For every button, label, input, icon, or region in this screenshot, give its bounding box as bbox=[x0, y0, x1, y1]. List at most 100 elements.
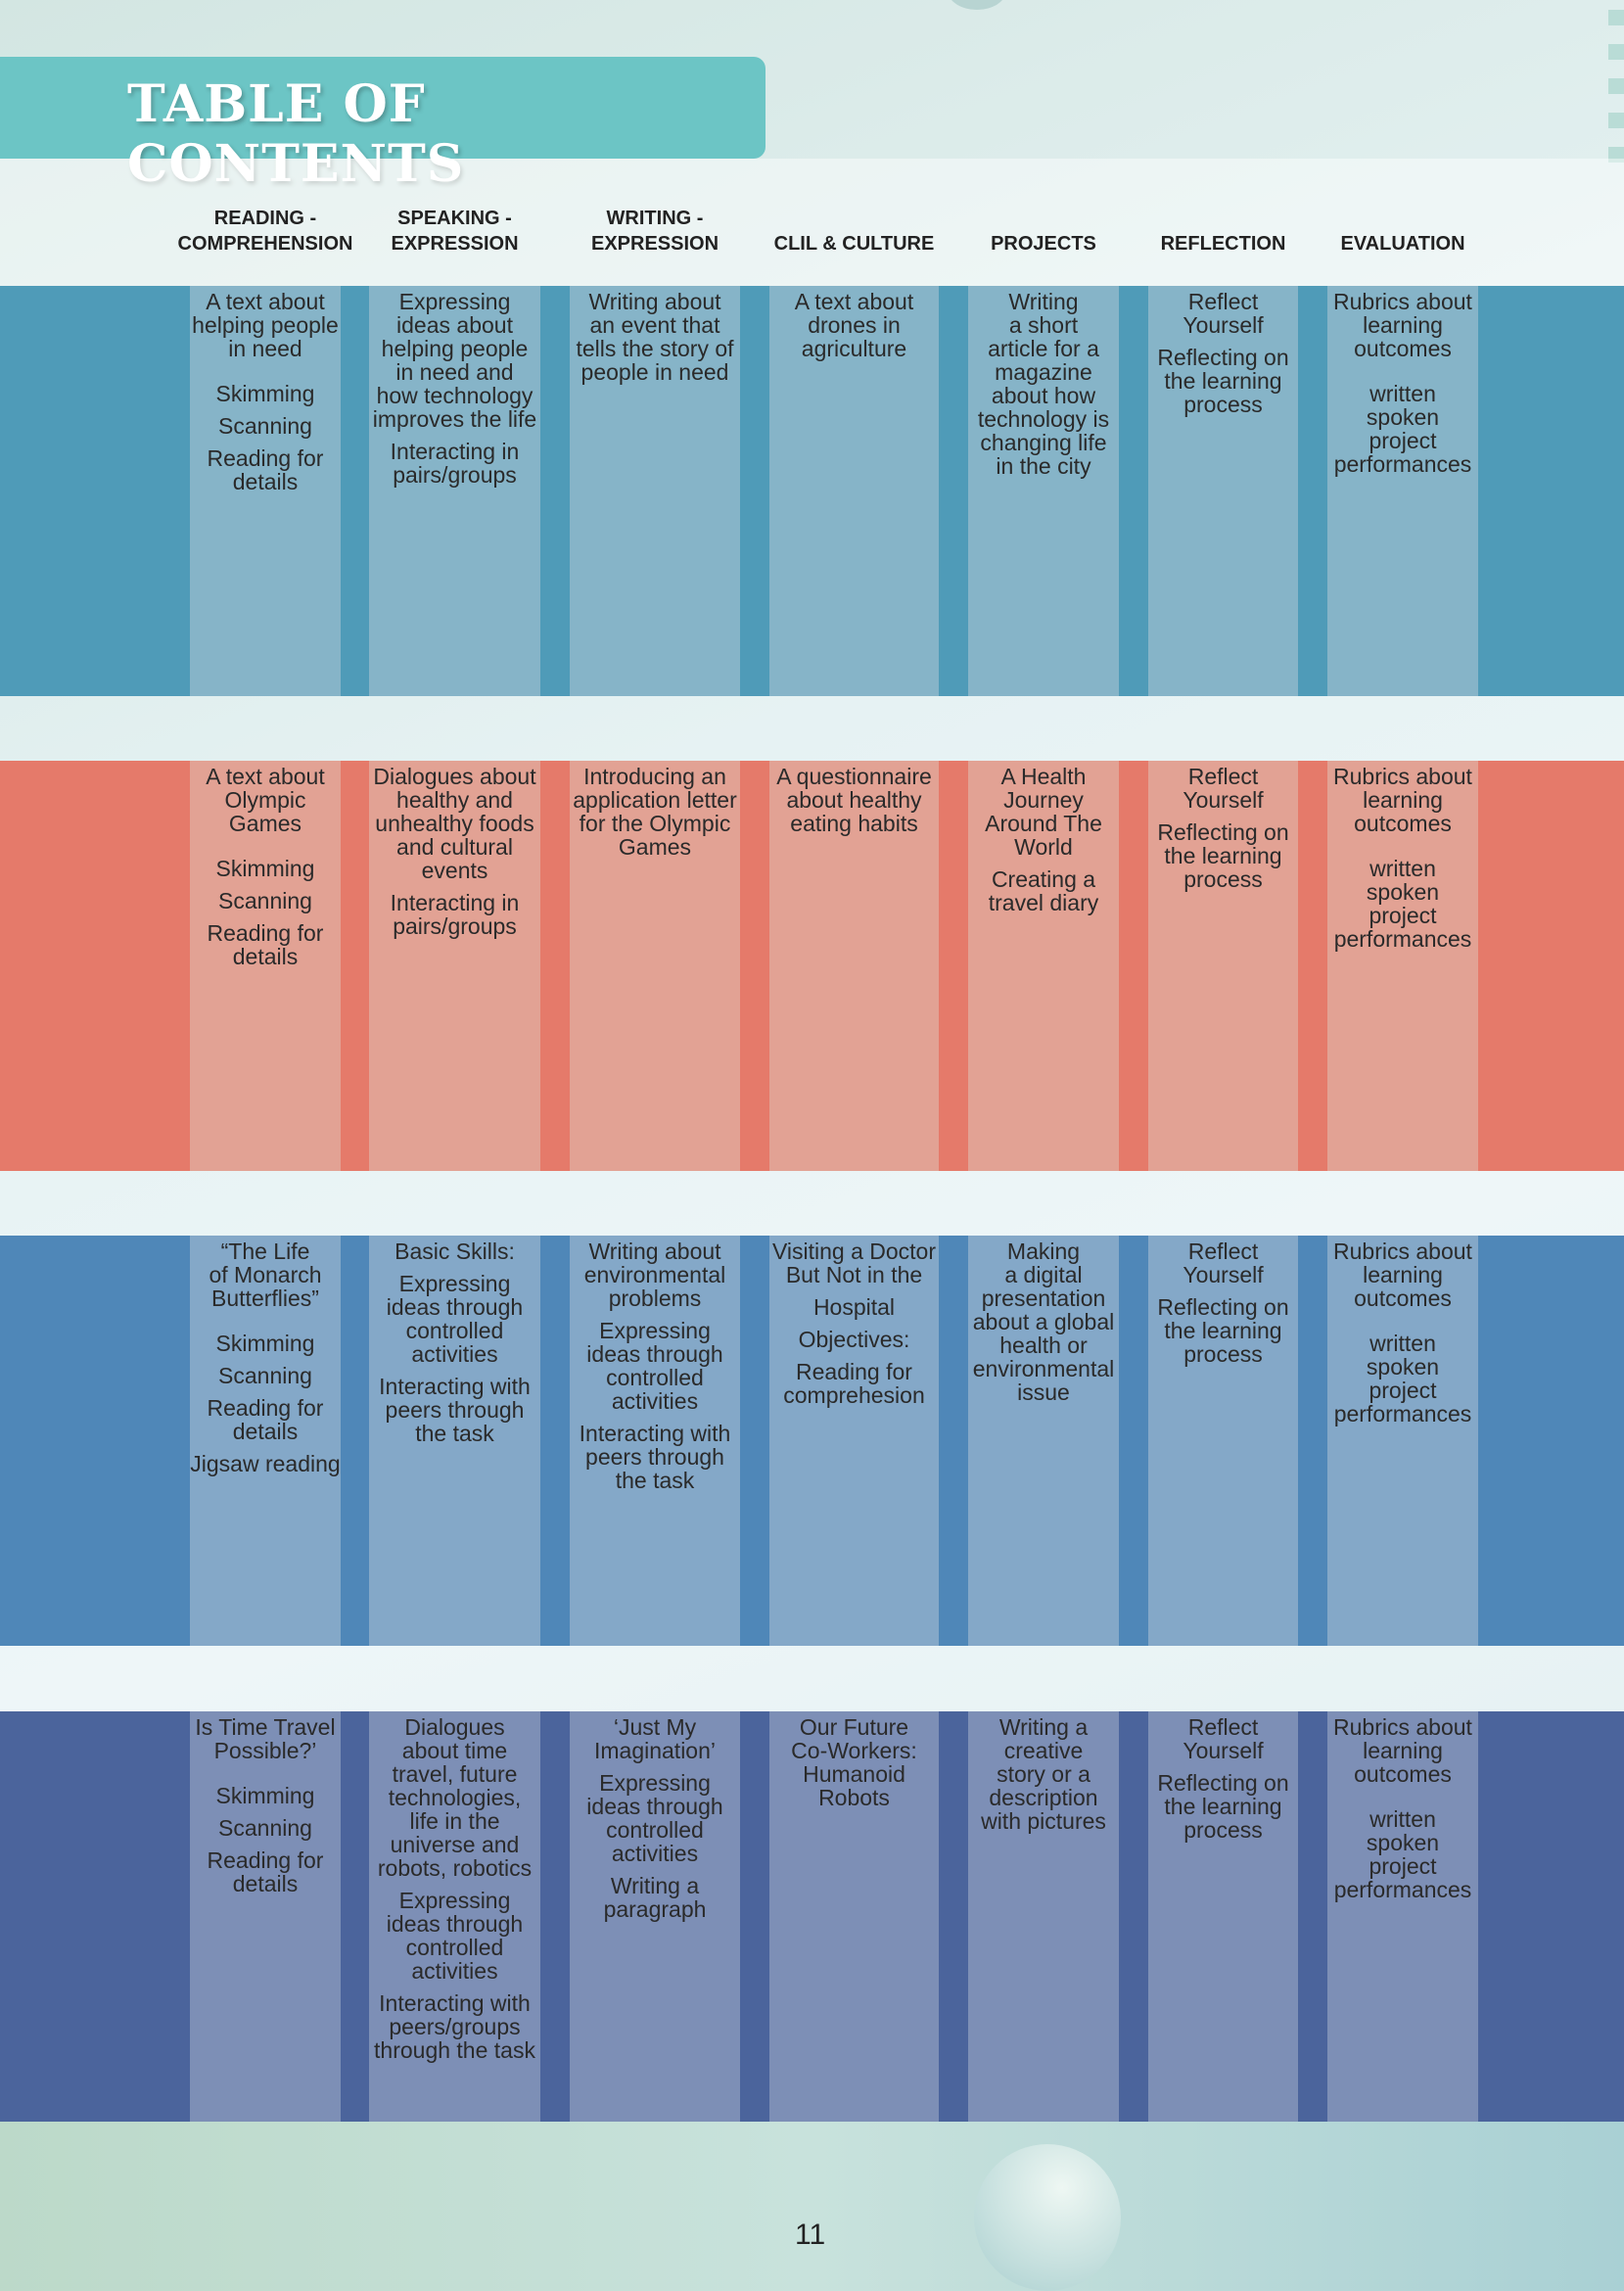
cell-reflection: Reflect Yourself Reflecting on the learni… bbox=[1148, 1711, 1298, 2122]
cell-text: A text about Olympic Games bbox=[206, 764, 325, 836]
cell-clil: Our Future Co-Workers: Humanoid Robots bbox=[769, 1711, 939, 2122]
cell-projects: Making a digital presentation about a gl… bbox=[968, 1236, 1119, 1646]
cell-reflection: Reflect Yourself Reflecting on the learni… bbox=[1148, 1236, 1298, 1646]
column-header-projects: PROJECTS bbox=[991, 233, 1096, 255]
title-banner: TABLE OF CONTENTS bbox=[0, 57, 766, 194]
cell-text: Reflecting on the learning process bbox=[1157, 345, 1289, 417]
column-header-speaking: SPEAKING - EXPRESSION bbox=[391, 208, 519, 255]
cell-text: Hospital bbox=[812, 1294, 896, 1320]
cell-speaking: Expressing ideas about helping people in… bbox=[369, 286, 540, 696]
cell-text: Reflect Yourself bbox=[1183, 1239, 1264, 1287]
cell-text: “The Life of Monarch Butterflies” bbox=[209, 1239, 322, 1311]
cell-text: Reflecting on the learning process bbox=[1157, 1770, 1289, 1843]
unit-row-4: Is Time Travel Possible?’ Skimming Scannin… bbox=[0, 1711, 1624, 2122]
cell-text: Scanning bbox=[218, 413, 312, 439]
cell-text: Reading for details bbox=[207, 920, 324, 969]
cell-text: Rubrics about learning outcomes bbox=[1333, 764, 1472, 836]
cell-text: Scanning bbox=[218, 888, 312, 913]
cell-reading: Is Time Travel Possible?’ Skimming Scannin… bbox=[190, 1711, 341, 2122]
cell-text: written spoken project performances bbox=[1333, 381, 1472, 477]
cell-text: Writing about an event that tells the st… bbox=[576, 289, 734, 385]
cell-text: Rubrics about learning outcomes bbox=[1333, 1239, 1472, 1311]
cell-speaking: Basic Skills: Expressing ideas through co… bbox=[369, 1236, 540, 1646]
unit-row-1: A text about helping people in need Skimm… bbox=[0, 286, 1624, 696]
cell-text: Dialogues about healthy and unhealthy fo… bbox=[373, 764, 536, 883]
cell-text: Objectives: bbox=[798, 1327, 910, 1352]
footer-background bbox=[0, 2121, 1624, 2291]
cell-text: Reading for details bbox=[207, 1395, 324, 1444]
decor-square bbox=[1608, 10, 1624, 25]
cell-text: Scanning bbox=[218, 1363, 312, 1388]
cell-projects: Writing a short article for a magazine a… bbox=[968, 286, 1119, 696]
cell-clil: A questionnaire about healthy eating hab… bbox=[769, 761, 939, 1171]
cell-writing: Introducing an application letter for th… bbox=[570, 761, 740, 1171]
cell-evaluation: Rubrics about learning outcomes written s… bbox=[1327, 761, 1478, 1171]
cell-text: Expressing ideas through controlled acti… bbox=[386, 1271, 524, 1367]
cell-text: Reflect Yourself bbox=[1183, 289, 1264, 338]
cell-text: Skimming bbox=[215, 381, 315, 406]
cell-text: Interacting with peers through the task bbox=[579, 1421, 731, 1493]
decor-square bbox=[1608, 44, 1624, 60]
cell-text: Expressing ideas through controlled acti… bbox=[386, 1888, 524, 1984]
cell-text: Interacting with peers through the task bbox=[379, 1374, 531, 1446]
cell-reading: A text about helping people in need Skimm… bbox=[190, 286, 341, 696]
cell-text: Rubrics about learning outcomes bbox=[1333, 1714, 1472, 1787]
decor-square bbox=[1608, 113, 1624, 128]
unit-row-2: A text about Olympic Games Skimming Scanni… bbox=[0, 761, 1624, 1171]
cell-projects: Writing a creative story or a descriptio… bbox=[968, 1711, 1119, 2122]
cell-text: Skimming bbox=[215, 1783, 315, 1808]
header-strip bbox=[0, 159, 1624, 286]
cell-text: Scanning bbox=[218, 1815, 312, 1841]
cell-text: written spoken project performances bbox=[1333, 1331, 1472, 1426]
cell-text: Expressing ideas through controlled acti… bbox=[586, 1770, 723, 1866]
cell-text: Writing a paragraph bbox=[603, 1873, 707, 1922]
cell-text: Reading for details bbox=[207, 1847, 324, 1896]
cell-text: A text about helping people in need bbox=[192, 289, 339, 361]
cell-text: Basic Skills: bbox=[394, 1239, 515, 1264]
decor-square bbox=[1608, 78, 1624, 94]
cell-text: ‘Just My Imagination’ bbox=[593, 1714, 717, 1763]
cell-reflection: Reflect Yourself Reflecting on the learni… bbox=[1148, 761, 1298, 1171]
cell-text: Writing a creative story or a descriptio… bbox=[981, 1714, 1106, 1834]
cell-text: Is Time Travel Possible?’ bbox=[195, 1714, 336, 1763]
cell-clil: Visiting a Doctor But Not in the Hospital… bbox=[769, 1236, 939, 1646]
page-number: 11 bbox=[795, 2219, 826, 2251]
cell-text: Reflect Yourself bbox=[1183, 764, 1264, 813]
unit-row-3: “The Life of Monarch Butterflies” Skimmin… bbox=[0, 1236, 1624, 1646]
cell-reading: A text about Olympic Games Skimming Scanni… bbox=[190, 761, 341, 1171]
cell-text: A text about drones in agriculture bbox=[794, 289, 914, 361]
cell-text: Reflecting on the learning process bbox=[1157, 1294, 1289, 1367]
cell-reflection: Reflect Yourself Reflecting on the learni… bbox=[1148, 286, 1298, 696]
cell-evaluation: Rubrics about learning outcomes written s… bbox=[1327, 1236, 1478, 1646]
cell-text: Interacting with peers/groups through th… bbox=[374, 1990, 535, 2063]
column-header-clil: CLIL & CULTURE bbox=[773, 233, 935, 255]
cell-text: Visiting a Doctor But Not in the bbox=[771, 1239, 937, 1287]
cell-text: Creating a travel diary bbox=[988, 866, 1099, 915]
cell-writing: Writing about an event that tells the st… bbox=[570, 286, 740, 696]
cell-text: Writing about environmental problems bbox=[583, 1239, 726, 1311]
cell-text: Jigsaw reading bbox=[190, 1451, 341, 1476]
cell-writing: Writing about environmental problems Expr… bbox=[570, 1236, 740, 1646]
cell-text: Reflect Yourself bbox=[1183, 1714, 1264, 1763]
decor-circle bbox=[974, 2144, 1121, 2291]
cell-text: Reflecting on the learning process bbox=[1157, 819, 1289, 892]
cell-text: Expressing ideas through controlled acti… bbox=[586, 1318, 723, 1414]
column-header-writing: WRITING - EXPRESSION bbox=[590, 208, 719, 255]
cell-text: Reading for comprehesion bbox=[783, 1359, 925, 1408]
cell-text: Expressing ideas about helping people in… bbox=[372, 289, 537, 432]
cell-text: A questionnaire about healthy eating hab… bbox=[776, 764, 932, 836]
cell-text: written spoken project performances bbox=[1333, 856, 1472, 952]
cell-text: Interacting in pairs/groups bbox=[390, 439, 520, 488]
column-header-reading: READING - COMPREHENSION bbox=[177, 208, 353, 255]
cell-speaking: Dialogues about healthy and unhealthy fo… bbox=[369, 761, 540, 1171]
cell-clil: A text about drones in agriculture bbox=[769, 286, 939, 696]
cell-text: Writing a short article for a magazine a… bbox=[977, 289, 1110, 479]
page-title: TABLE OF CONTENTS bbox=[127, 74, 465, 194]
cell-text: written spoken project performances bbox=[1333, 1806, 1472, 1902]
cell-text: Reading for details bbox=[207, 445, 324, 494]
cell-text: Interacting in pairs/groups bbox=[390, 890, 520, 939]
cell-text: A Health Journey Around The World bbox=[985, 764, 1102, 860]
cell-text: Dialogues about time travel, future tech… bbox=[377, 1714, 533, 1881]
column-header-evaluation: EVALUATION bbox=[1340, 233, 1465, 255]
cell-text: Introducing an application letter for th… bbox=[573, 764, 737, 860]
